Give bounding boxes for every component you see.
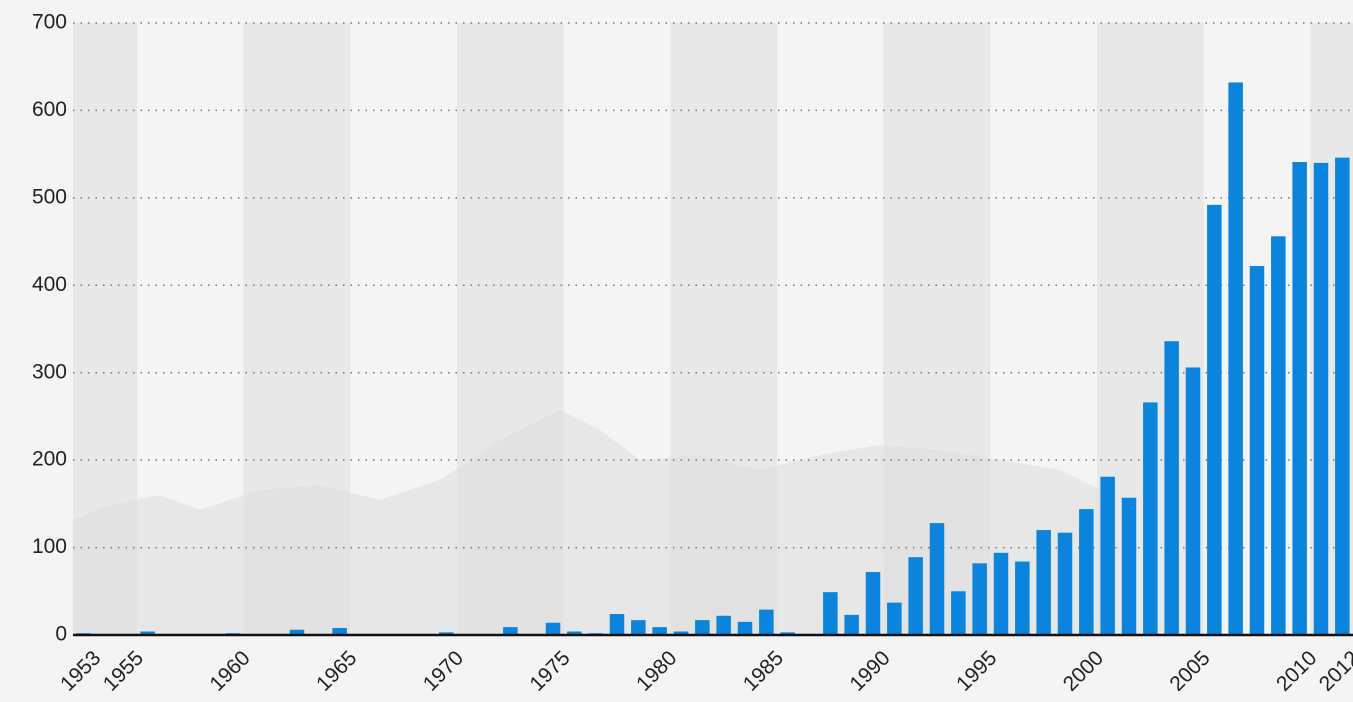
bar <box>929 523 945 635</box>
mountain-backdrop <box>73 410 1100 635</box>
bar <box>865 572 881 635</box>
bar <box>780 632 795 635</box>
bar <box>631 620 646 635</box>
bar <box>1271 236 1286 635</box>
bar <box>332 628 347 635</box>
bar <box>1335 157 1350 635</box>
bar <box>1249 266 1265 635</box>
bar <box>1185 367 1201 635</box>
bar <box>716 615 731 635</box>
y-tick-label: 500 <box>32 185 67 208</box>
bar <box>673 631 689 635</box>
bar <box>289 629 305 635</box>
bar <box>972 563 987 635</box>
bar <box>652 627 667 635</box>
bar <box>1100 476 1115 635</box>
bar <box>1292 162 1307 636</box>
y-tick-label: 0 <box>55 623 67 646</box>
bar <box>1036 530 1051 635</box>
bar <box>545 622 561 635</box>
bar <box>1079 509 1094 635</box>
y-tick-label: 200 <box>32 448 67 471</box>
bar <box>1143 402 1158 635</box>
bar <box>439 632 454 635</box>
y-tick-label: 700 <box>32 11 67 34</box>
y-tick-label: 600 <box>32 98 67 121</box>
bar <box>759 609 774 635</box>
y-tick-label: 300 <box>32 360 67 383</box>
bar <box>1228 82 1243 636</box>
bar <box>844 614 859 635</box>
bar <box>503 627 518 635</box>
bar <box>823 592 838 635</box>
bar <box>609 614 625 635</box>
bar <box>887 602 902 635</box>
bar <box>737 621 753 635</box>
bar <box>1057 532 1073 635</box>
y-tick-label: 100 <box>32 535 67 558</box>
bar <box>567 631 582 635</box>
bar <box>993 552 1009 635</box>
bar <box>1121 497 1137 635</box>
bar <box>1313 162 1329 635</box>
bar <box>908 557 923 635</box>
bar <box>1207 204 1222 635</box>
bar <box>951 591 966 635</box>
bar <box>1164 341 1179 635</box>
bar <box>1015 561 1030 635</box>
bar <box>695 620 710 635</box>
bar <box>140 631 155 635</box>
y-tick-label: 400 <box>32 273 67 296</box>
